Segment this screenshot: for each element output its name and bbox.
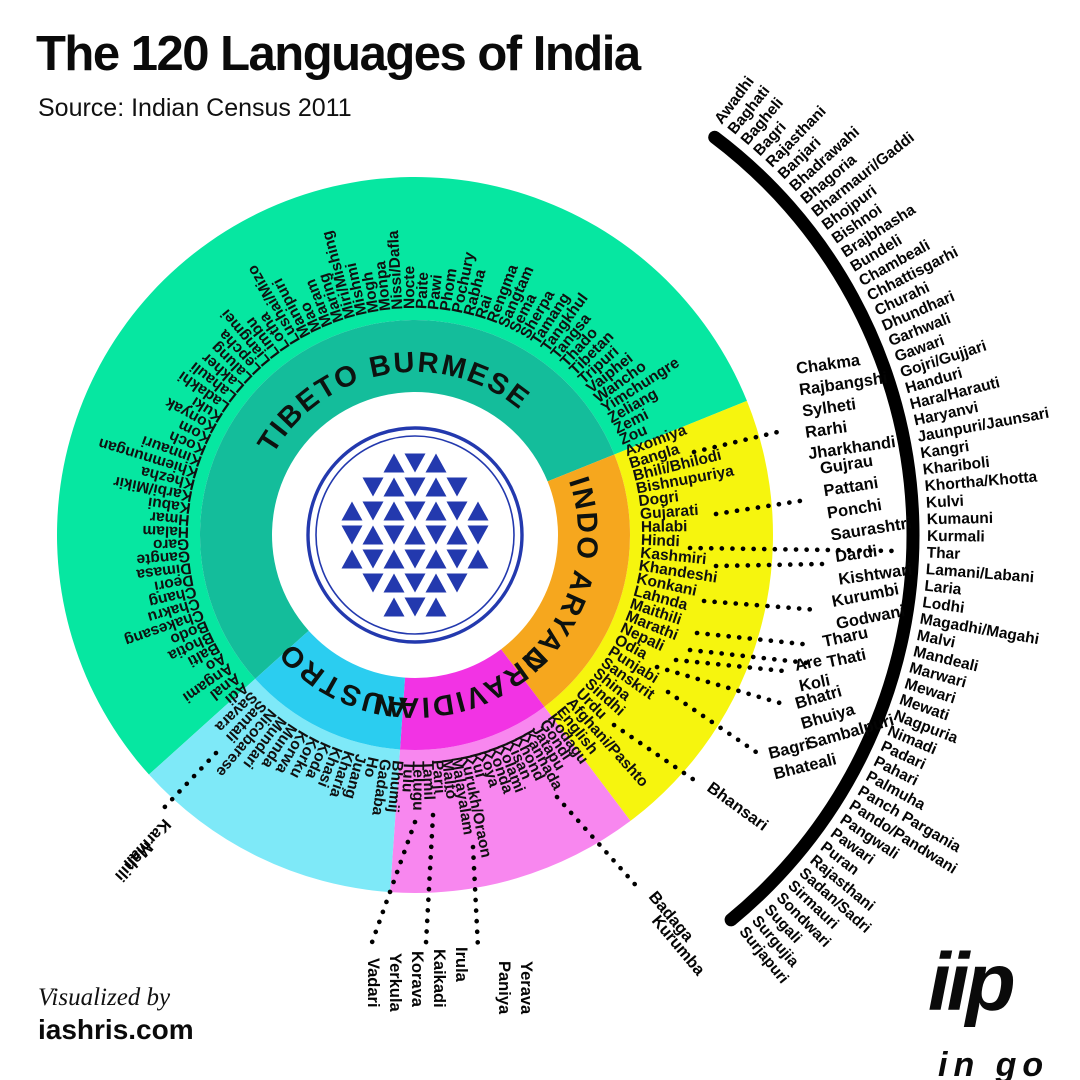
dotted-leader: [367, 819, 418, 951]
wheel-language-label: Kabui: [147, 494, 192, 517]
sector-austro: [148, 678, 400, 893]
wheel-language-label: Ho: [360, 755, 381, 779]
iip-logo-subtext: in go: [938, 1046, 1050, 1080]
wheel-language-label: Nocte: [401, 266, 418, 309]
dotted-leader: [157, 750, 219, 815]
dotted-leader: [687, 545, 901, 554]
callout-label: Sylheti: [801, 395, 857, 420]
wheel-language-label: Hindi: [641, 532, 680, 551]
callout-label: Yerkula: [386, 953, 404, 1013]
wheel-language-label: Tamil: [419, 760, 437, 800]
credit-site: iashris.com: [38, 1014, 194, 1045]
wheel-language-label: Dogri: [638, 488, 680, 510]
wheel-language-label: Paite: [413, 271, 432, 309]
dotted-leader: [687, 647, 811, 666]
callout-label: Pattani: [822, 474, 879, 500]
wheel-language-label: Hmar: [149, 508, 190, 528]
arc-language-label: Thar: [926, 544, 960, 562]
wheel-language-label: Deori: [153, 571, 195, 595]
wheel-language-label: Kui: [466, 751, 489, 779]
wheel-language-label: Garo: [153, 535, 190, 553]
callout-label: Irula: [452, 947, 470, 983]
credit-visualized-by: Visualized by: [38, 984, 171, 1011]
wheel-language-label: Telugu: [409, 761, 426, 811]
dotted-leader: [694, 630, 815, 648]
wheel-language-label: Pawi: [425, 274, 446, 311]
arc-language-label: Kumauni: [927, 510, 994, 528]
wheel-language-label: Halabi: [641, 518, 688, 536]
hindi-variants-arc: [708, 130, 920, 927]
callout-label: Are: [793, 652, 824, 675]
wheel-language-label: Bhumij: [384, 760, 406, 814]
sector-indo-aryan: [544, 400, 773, 821]
callout-label: Paniya: [495, 961, 513, 1015]
arc-language-label: Kurmali: [927, 528, 985, 546]
dotted-leader: [470, 844, 481, 951]
sri-yantra-icon: [306, 426, 524, 644]
wheel-language-label: Phom: [437, 267, 460, 312]
callout-label: Rarhi: [804, 418, 848, 442]
wheel-language-label: Tulu: [398, 761, 417, 793]
wheel-language-label: Nissi/Dafla: [385, 230, 406, 310]
wheel-language-label: Monpa: [372, 260, 394, 312]
dotted-leader: [713, 497, 809, 517]
arc-language-label: Kulvi: [926, 493, 965, 512]
dotted-leader: [673, 657, 787, 674]
source-label: Source: Indian Census 2011: [38, 94, 352, 122]
wheel-language-label: Rai: [472, 293, 496, 321]
wheel-language-label: Malto: [438, 758, 460, 800]
ring-dravidian: [400, 649, 545, 751]
ring-austro: [255, 630, 406, 750]
wheel-language-label: Kashmiri: [639, 545, 707, 569]
wheel-language-label: Gujarati: [640, 502, 700, 523]
dotted-leader: [611, 722, 703, 787]
wheel-language-label: Gangte: [136, 547, 191, 568]
callout-label: Vadari: [364, 958, 382, 1008]
dotted-leader: [423, 812, 436, 946]
dotted-leader: [701, 598, 821, 613]
callout-label: Thati: [825, 646, 867, 672]
dotted-leader: [654, 664, 783, 706]
wheel-language-label: Dimasa: [135, 559, 192, 583]
callout-label: Ponchi: [826, 496, 883, 522]
callout-label: Korava: [408, 951, 426, 1008]
callout-label: Kaikadi: [430, 949, 448, 1008]
dotted-leader: [713, 561, 825, 569]
arc-language-label: Laria: [924, 578, 963, 599]
arc-language-label: Lodhi: [921, 594, 965, 617]
sector-dravidian: [390, 706, 631, 894]
ring-indo-aryan: [501, 454, 630, 707]
callout-label: Bhansari: [704, 779, 772, 835]
iip-logo: iip: [928, 937, 1016, 1028]
wheel-language-label: Halam: [142, 522, 189, 541]
dotted-leader: [665, 689, 759, 755]
page-title: The 120 Languages of India: [36, 27, 641, 81]
callout-label: Yerava: [517, 961, 535, 1015]
sector-tibeto-burmese: [57, 177, 747, 775]
wheel-language-label: Mogh: [359, 271, 382, 315]
callout-label: Dardi: [834, 542, 878, 566]
ring-tibeto-burmese: [199, 319, 615, 679]
wheel-language-label: Parji: [429, 759, 449, 794]
dotted-leader: [554, 794, 643, 893]
credit-block: Visualized by iashris.com: [38, 984, 194, 1046]
